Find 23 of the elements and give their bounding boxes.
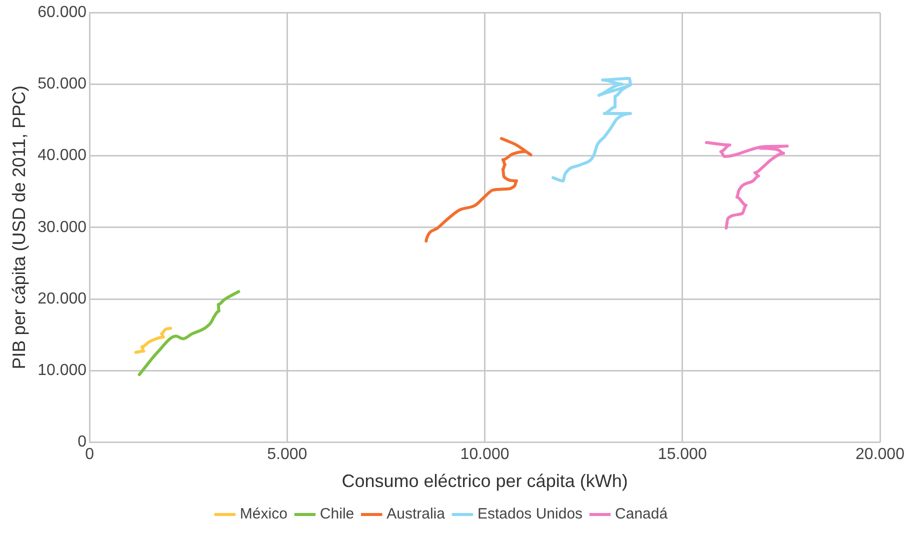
y-tick-label: 40.000 [38, 147, 87, 164]
y-tick-label: 10.000 [38, 362, 87, 380]
x-tick-label: 20.000 [856, 446, 905, 464]
line-series [424, 137, 532, 243]
y-tick-label: 0 [78, 434, 87, 451]
x-tick-label: 15.000 [658, 446, 707, 464]
y-tick-label: 30.000 [38, 218, 87, 236]
y-tick-label: 20.000 [38, 290, 87, 308]
line-series [705, 140, 789, 230]
legend-label: Chile [320, 506, 354, 523]
line-series [138, 290, 240, 376]
legend-label: México [240, 506, 288, 523]
legend-label: Estados Unidos [477, 506, 583, 523]
legend-label: Canadá [615, 506, 668, 523]
legend-label: Australia [386, 506, 446, 523]
line-series [134, 326, 172, 354]
y-tick-label: 60.000 [38, 4, 87, 22]
y-axis-title: PIB per cápita (USD de 2011, PPC) [8, 85, 29, 370]
x-axis-title: Consumo eléctrico per cápita (kWh) [342, 471, 628, 492]
y-tick-label: 50.000 [38, 76, 87, 93]
x-tick-label: 10.000 [460, 446, 510, 464]
x-tick-label: 5.000 [267, 446, 308, 464]
line-series [552, 76, 632, 182]
